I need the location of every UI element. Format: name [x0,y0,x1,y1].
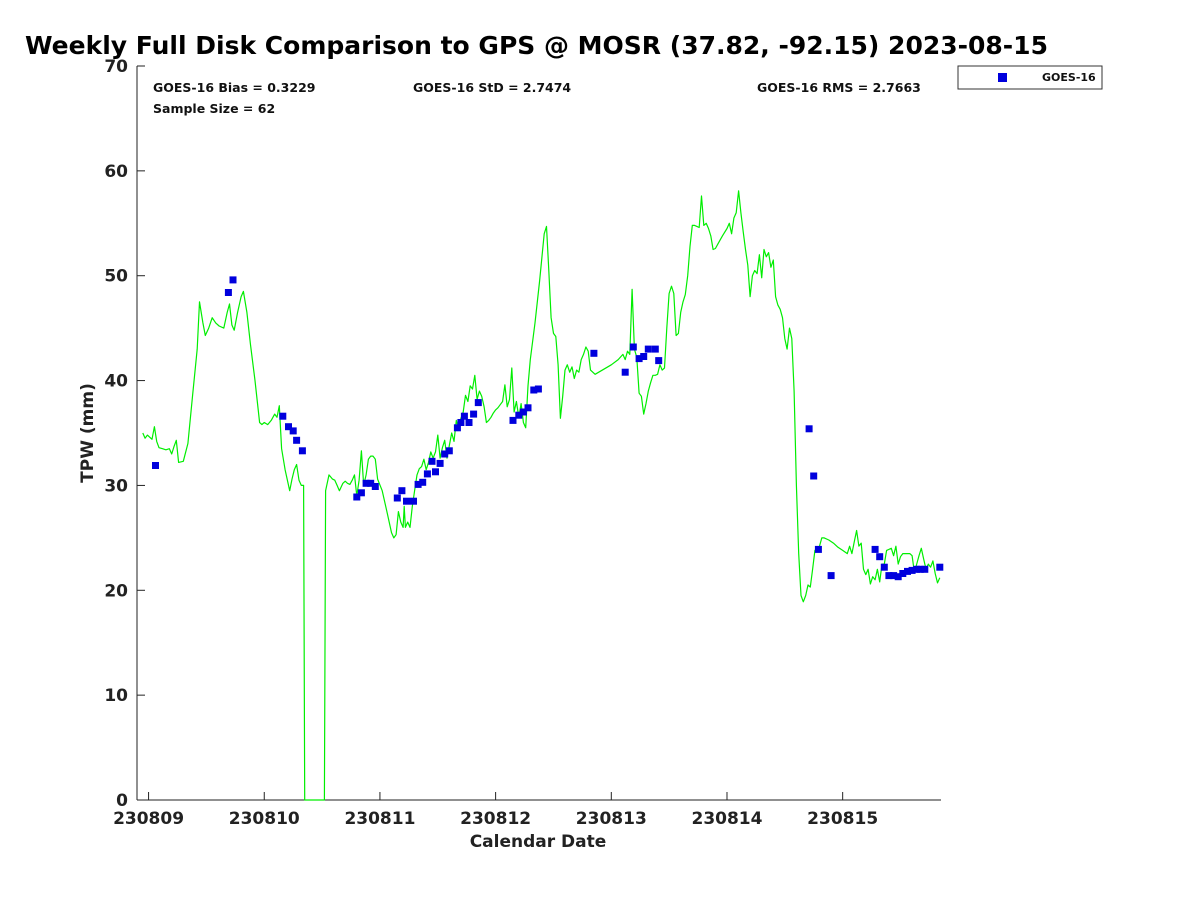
goes16-point [921,565,929,573]
chart-title: Weekly Full Disk Comparison to GPS @ MOS… [25,31,1048,60]
goes16-point [457,419,465,426]
goes16-point [419,478,427,486]
goes16-point [876,553,884,561]
x-tick-label: 230814 [691,809,762,829]
goes16-point [590,349,598,357]
legend-label: GOES-16 [1042,71,1096,84]
goes16-point [423,470,431,478]
y-tick-label: 60 [104,162,128,182]
stat-rms: GOES-16 RMS = 2.7663 [757,80,921,95]
goes16-point [827,572,835,580]
goes16-point [936,563,944,571]
goes16-point [371,483,379,490]
gps-line [142,190,941,801]
goes16-point [534,385,542,393]
goes16-point [279,412,287,420]
legend-box [957,65,1103,90]
x-tick-label: 230810 [229,809,300,829]
goes16-point [298,447,306,455]
goes16-point [899,570,907,577]
goes16-point [655,357,663,365]
goes16-point [460,412,468,420]
y-axis-ticks: 0 10 20 30 40 50 60 70 [104,57,145,811]
y-tick-label: 50 [104,267,128,287]
goes16-point [357,489,365,497]
goes16-point [453,424,461,432]
legend-marker [998,73,1007,82]
goes16-point [414,480,422,488]
goes16-point [810,472,818,480]
goes16-point [403,497,410,505]
x-tick-label: 230813 [576,809,647,829]
goes16-point [908,566,916,574]
y-tick-label: 40 [104,372,128,392]
goes16-point [916,565,924,573]
y-tick-label: 20 [104,581,128,601]
goes16-point [436,459,444,467]
goes16-point [805,425,813,433]
goes16-point [367,479,375,487]
goes16-point [515,411,523,419]
goes16-point [362,479,370,487]
goes16-point [904,567,911,575]
goes16-point [814,545,822,553]
goes16-point [871,545,879,553]
stats-block: GOES-16 Bias = 0.3229 GOES-16 StD = 2.74… [153,80,921,116]
goes16-point [474,399,482,407]
goes16-point [293,436,301,444]
goes16-point [441,450,449,458]
goes16-point [289,427,297,435]
goes16-point [152,462,159,469]
goes16-point [465,419,473,426]
goes16-point [644,345,652,353]
goes16-point [229,276,237,284]
goes16-point [353,493,361,501]
stat-bias: GOES-16 Bias = 0.3229 [153,80,315,95]
stat-sample-size: Sample Size = 62 [153,101,275,116]
goes16-point [519,408,527,416]
y-tick-label: 0 [116,791,128,811]
goes16-point [629,343,637,351]
goes16-point [224,289,232,296]
plot-area [136,66,941,801]
goes16-point [393,494,401,502]
goes16-point [651,345,659,353]
plot-background [137,66,941,799]
goes16-point [410,497,417,505]
goes16-point [640,353,648,360]
goes16-point [530,386,538,394]
goes16-point [470,410,478,418]
goes16-point [285,423,292,431]
y-tick-label: 70 [104,57,128,77]
y-axis-label: TPW (mm) [78,383,98,483]
x-axis-label: Calendar Date [470,832,607,852]
goes16-point [890,572,898,580]
legend: GOES-16 [957,65,1103,90]
x-tick-label: 230811 [344,809,415,829]
x-tick-label: 230812 [460,809,531,829]
goes16-point [509,416,517,424]
y-tick-label: 10 [104,686,128,706]
goes16-point [880,563,888,571]
y-tick-label: 30 [104,476,128,496]
x-tick-label: 230809 [113,809,184,829]
goes16-point [621,368,629,376]
goes16-point [445,447,453,455]
x-axis-ticks: 230809 230810 230811 230812 230813 230814 2308… [113,792,878,829]
goes16-point [635,355,643,363]
goes16-point [885,572,893,580]
goes16-series [152,276,944,581]
goes16-point [894,573,902,581]
stat-std: GOES-16 StD = 2.7474 [413,80,571,95]
gps-series [142,190,941,801]
goes16-point [428,457,436,465]
goes16-point [524,404,532,412]
goes16-point [432,468,439,476]
goes16-point [398,487,406,495]
x-tick-label: 230815 [807,809,878,829]
